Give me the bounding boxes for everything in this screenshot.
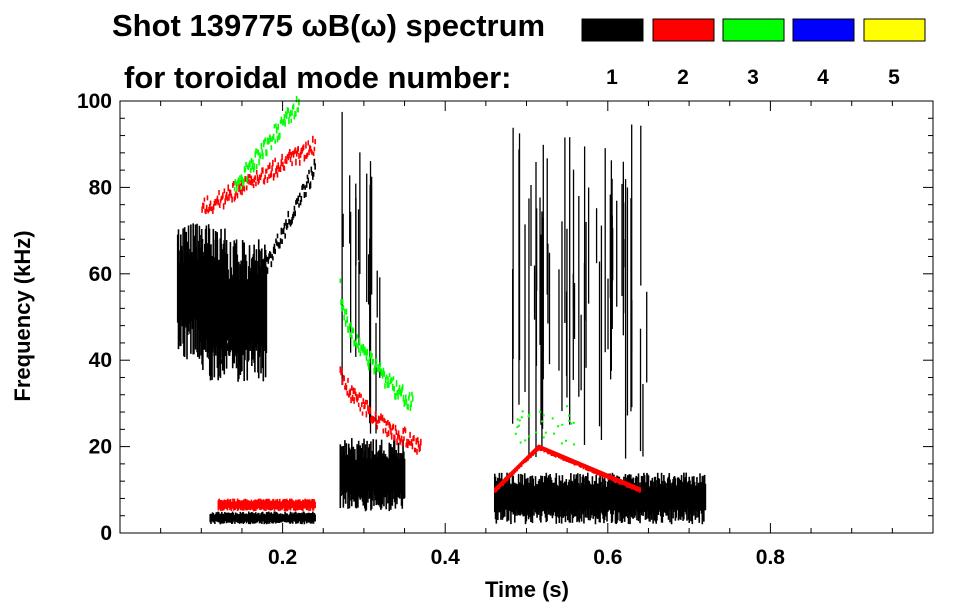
spectral-feature-mode-1-band [209, 511, 316, 525]
legend-label-mode-2: 2 [677, 66, 689, 89]
chart-title-line2: for toroidal mode number: [124, 60, 512, 95]
y-tick-label: 0 [100, 522, 112, 545]
spectral-feature-mode-2-band [217, 498, 316, 512]
axes: 0 20 40 60 80 100 0.2 0.4 0.6 0.8 [77, 90, 933, 569]
legend: 1 2 3 4 5 [581, 18, 926, 89]
x-tick-label: 0.6 [593, 546, 622, 569]
legend-label-mode-1: 1 [606, 66, 618, 89]
spectral-feature-mode-1-chirp [217, 158, 316, 371]
legend-label-mode-3: 3 [747, 66, 759, 89]
y-tick-label: 40 [89, 349, 112, 372]
y-tick-label: 20 [89, 436, 112, 459]
y-tick-label: 80 [89, 176, 112, 199]
x-tick-label: 0.2 [268, 546, 297, 569]
plot-area [176, 95, 707, 525]
x-tick-label: 0.8 [756, 546, 786, 569]
spectral-feature-mode-1-band [339, 438, 406, 512]
spectral-feature-mode-2-chirp [201, 135, 316, 215]
y-tick-label: 60 [89, 263, 112, 286]
legend-swatch-mode-4 [792, 18, 855, 42]
spectral-feature-mode-1-blob [493, 472, 707, 525]
spectral-feature-mode-1-spikes [512, 124, 648, 460]
y-tick-label: 100 [77, 90, 112, 113]
x-tick-label: 0.4 [431, 546, 461, 569]
spectral-feature-mode-2-arc [493, 444, 642, 493]
spectral-feature-mode-3-decay [339, 278, 414, 411]
y-axis-label: Frequency (kHz) [10, 230, 35, 401]
legend-swatch-mode-2 [652, 18, 715, 42]
legend-label-mode-5: 5 [888, 66, 900, 89]
chart-title-line1: Shot 139775 ωB(ω) spectrum [112, 8, 545, 43]
spectral-feature-mode-1-spikes [341, 111, 381, 434]
legend-swatch-mode-3 [722, 18, 785, 42]
spectral-feature-mode-3-scatter [514, 405, 576, 446]
legend-swatch-mode-1 [581, 18, 644, 42]
spectral-feature-mode-2-decay [339, 366, 422, 455]
legend-label-mode-4: 4 [817, 66, 829, 89]
legend-swatch-mode-5 [863, 18, 926, 42]
x-axis-label: Time (s) [485, 577, 569, 602]
spectral-feature-mode-3-chirp [233, 95, 300, 192]
